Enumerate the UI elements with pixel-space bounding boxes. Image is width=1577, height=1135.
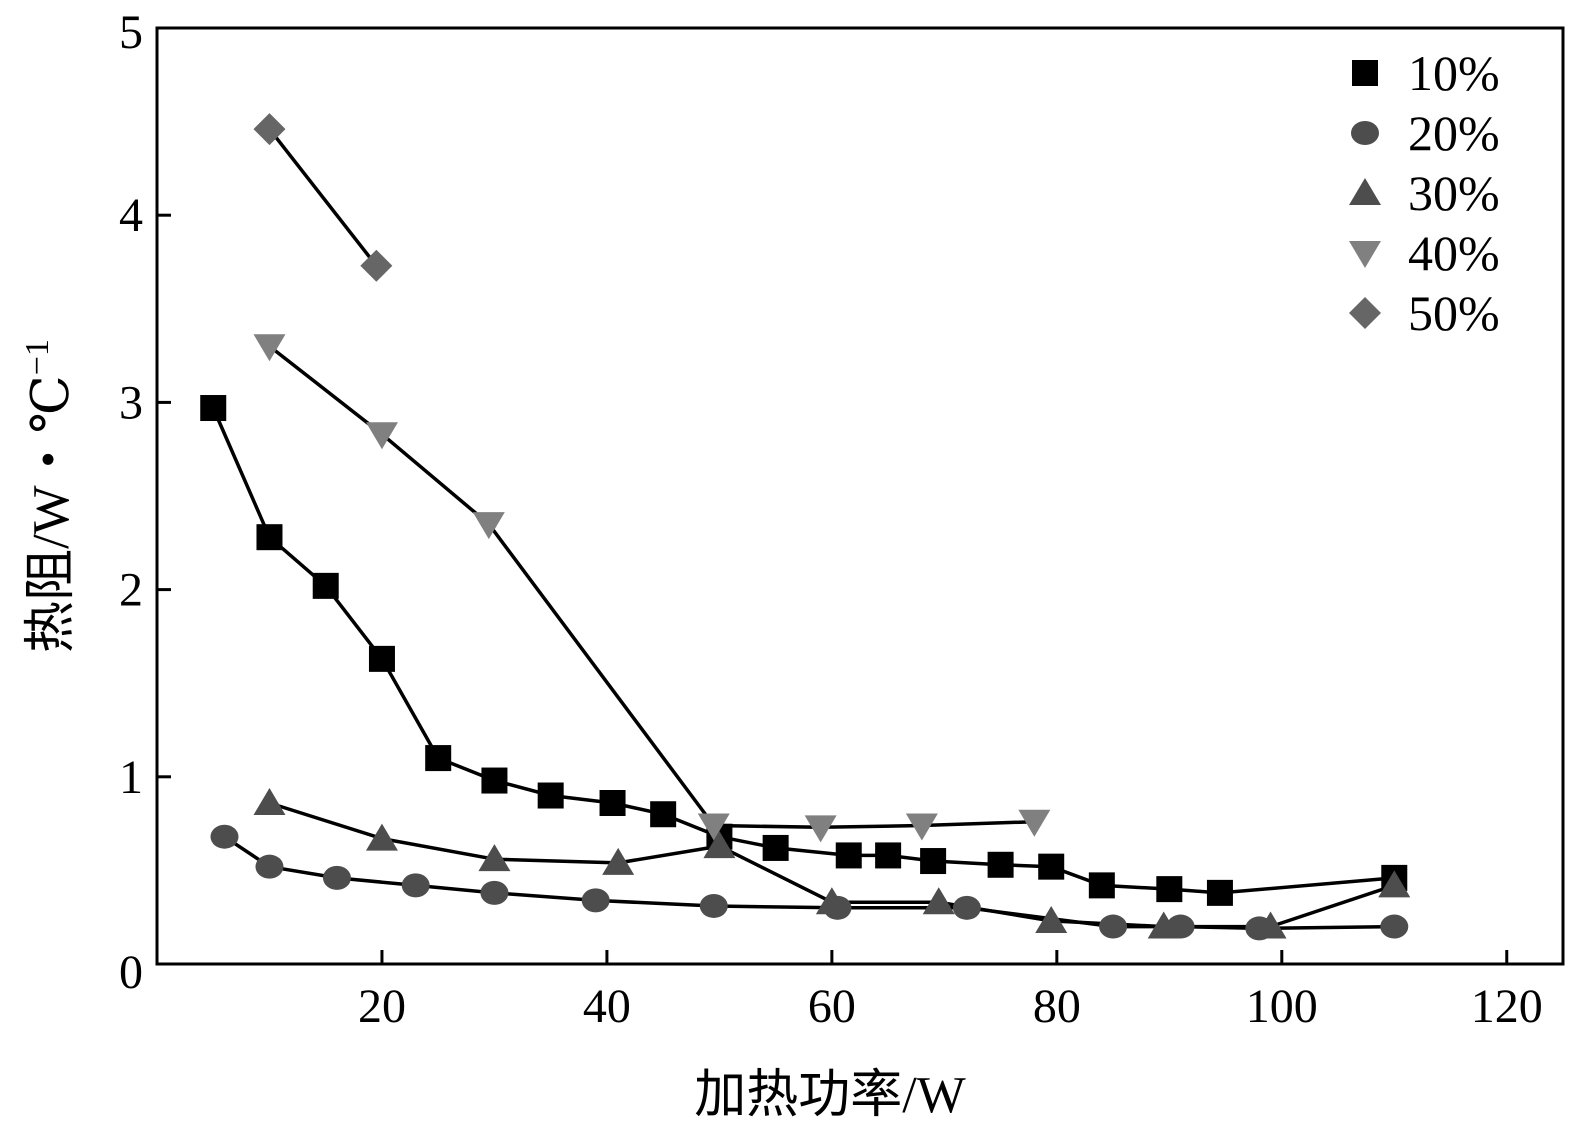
data-point-30pct (922, 887, 955, 915)
y-tick-label: 3 (119, 376, 143, 429)
data-point-30pct (815, 887, 848, 915)
data-point-10pct (425, 745, 452, 772)
data-point-20pct (1380, 914, 1409, 939)
data-point-20pct (322, 865, 351, 890)
data-point-10pct (987, 851, 1014, 878)
y-tick-label: 2 (119, 564, 143, 617)
data-point-10pct (368, 645, 395, 672)
data-point-10pct (537, 782, 564, 809)
legend-marker-40pct (1349, 241, 1381, 268)
data-point-20pct (952, 895, 981, 920)
legend-marker-20pct (1351, 121, 1379, 145)
data-point-10pct (1156, 876, 1183, 903)
x-tick-label: 80 (1033, 980, 1081, 1033)
y-tick-label: 4 (119, 189, 143, 242)
plot-frame (155, 26, 1565, 966)
data-point-30pct (1378, 870, 1411, 898)
data-point-20pct (699, 893, 728, 918)
legend-marker-50pct (1349, 297, 1381, 329)
series-lines (211, 128, 1395, 931)
data-point-10pct (599, 790, 626, 817)
x-tick-label: 40 (583, 980, 631, 1033)
data-point-40pct (472, 512, 505, 540)
legend-marker-30pct (1349, 178, 1381, 205)
y-tick-label: 1 (119, 751, 143, 804)
data-point-10pct (481, 767, 508, 794)
legend-label: 40% (1408, 225, 1500, 281)
data-point-30pct (602, 847, 635, 875)
data-point-20pct (480, 880, 509, 905)
data-point-50pct (360, 249, 393, 282)
data-point-50pct (253, 113, 286, 146)
data-point-10pct (875, 842, 902, 869)
data-point-10pct (256, 524, 283, 551)
y-axis-title: 热阻/W・℃−1 (19, 339, 80, 653)
data-point-30pct (1035, 905, 1068, 933)
y-tick-label: 0 (119, 946, 143, 999)
series-line-50pct (268, 128, 378, 267)
x-tick-label: 100 (1246, 980, 1318, 1033)
y-axis-title-superscript: −1 (19, 339, 56, 375)
legend-label: 30% (1408, 165, 1500, 221)
x-tick-label: 20 (358, 980, 406, 1033)
data-point-30pct (478, 844, 511, 872)
data-point-40pct (905, 813, 938, 841)
x-axis-title: 加热功率/W (694, 1067, 966, 1124)
data-point-30pct (253, 788, 286, 816)
data-point-40pct (804, 815, 837, 843)
data-point-40pct (697, 813, 730, 841)
x-tick-label: 120 (1471, 980, 1543, 1033)
axis-titles: 加热功率/W 热阻/W・℃−1 (19, 339, 966, 1124)
data-point-30pct (365, 823, 398, 851)
data-point-30pct (1254, 911, 1287, 939)
data-point-40pct (1018, 809, 1051, 837)
series-line-40pct (268, 344, 1035, 830)
data-point-30pct (703, 831, 736, 859)
data-point-20pct (401, 873, 430, 898)
series-markers (200, 113, 1411, 941)
data-point-40pct (365, 422, 398, 450)
data-point-40pct (253, 334, 286, 362)
data-point-10pct (762, 834, 789, 861)
y-tick-label: 5 (119, 6, 143, 59)
data-point-10pct (200, 395, 227, 422)
legend-label: 10% (1408, 45, 1500, 101)
data-point-10pct (1088, 872, 1115, 899)
y-axis-title-main: 热阻/W・℃ (23, 375, 80, 653)
data-point-10pct (835, 842, 862, 869)
data-point-20pct (255, 854, 284, 879)
data-point-30pct (1147, 911, 1180, 939)
legend-label: 20% (1408, 105, 1500, 161)
x-tick-label: 60 (808, 980, 856, 1033)
data-point-10pct (1038, 853, 1065, 880)
legend-marker-10pct (1352, 60, 1378, 86)
data-point-10pct (920, 848, 947, 875)
data-point-20pct (581, 888, 610, 913)
axis-ticks: 20 40 60 80 100 120 0 1 2 3 4 5 (119, 6, 1543, 1033)
data-point-10pct (650, 801, 677, 828)
legend: 10%20%30%40%50% (1349, 45, 1500, 341)
data-point-10pct (312, 572, 339, 599)
data-point-20pct (1099, 914, 1128, 939)
legend-label: 50% (1408, 285, 1500, 341)
plot-area-border (155, 26, 1565, 966)
data-point-10pct (1206, 879, 1233, 906)
data-point-20pct (210, 824, 239, 849)
